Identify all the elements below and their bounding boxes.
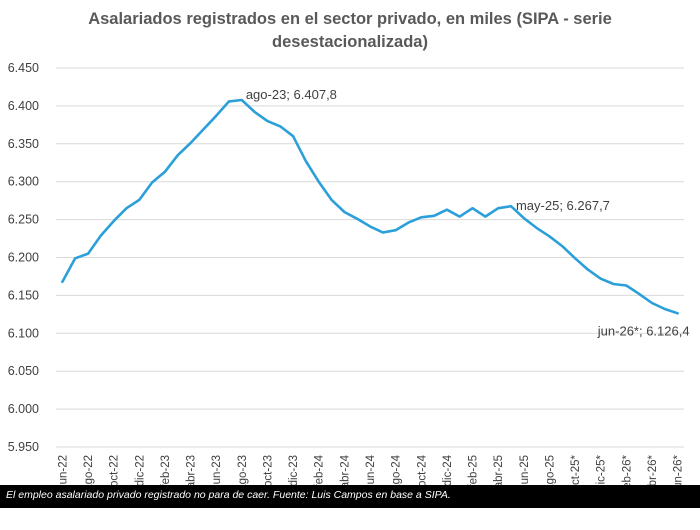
y-tick-label: 6.350 xyxy=(8,137,39,151)
series-layer xyxy=(61,98,679,315)
y-axis: 5.950 6.000 6.050 6.100 6.150 6.200 6.250 6.300… xyxy=(8,61,39,454)
x-tick-label: abr-23 xyxy=(186,455,198,485)
y-tick-label: 6.250 xyxy=(8,213,39,227)
y-tick-label: 6.150 xyxy=(8,288,39,302)
x-tick-label: feb-23 xyxy=(160,455,172,485)
y-tick-label: 6.100 xyxy=(8,326,39,340)
line-chart: Asalariados registrados en el sector pri… xyxy=(8,10,690,485)
y-tick-label: 6.300 xyxy=(8,175,39,189)
y-tick-label: 6.000 xyxy=(8,402,39,416)
x-tick-label: dic-24 xyxy=(442,454,454,485)
y-tick-label: 6.400 xyxy=(8,99,39,113)
chart-title-line-1: Asalariados registrados en el sector pri… xyxy=(88,10,612,28)
x-tick-label: jun-26* xyxy=(673,454,685,485)
x-tick-label: jun-24 xyxy=(365,454,377,485)
x-tick-label: abr-24 xyxy=(339,454,351,485)
caption-text: El empleo asalariado privado registrado … xyxy=(6,489,451,501)
x-tick-label: jun-22 xyxy=(57,455,69,485)
data-label: jun-26*; 6.126,4 xyxy=(597,323,690,338)
x-tick-label: abr-26* xyxy=(647,454,659,485)
chart-title: Asalariados registrados en el sector pri… xyxy=(88,10,612,51)
x-tick-label: oct-24 xyxy=(416,454,428,485)
data-label: may-25; 6.267,7 xyxy=(516,198,610,213)
data-label: ago-23; 6.407,8 xyxy=(246,87,337,102)
series-line xyxy=(61,98,679,315)
x-tick-label: abr-25 xyxy=(493,455,505,485)
y-tick-label: 6.050 xyxy=(8,364,39,378)
x-tick-label: ago-25 xyxy=(544,455,556,485)
chart-root: Asalariados registrados en el sector pri… xyxy=(0,10,700,508)
gridlines xyxy=(56,67,684,448)
x-axis: jun-22 ago-22 oct-22 dic-22 feb-23 abr-23 jun-… xyxy=(57,454,684,485)
x-tick-label: dic-25* xyxy=(596,454,608,485)
x-tick-label: dic-22 xyxy=(134,455,146,485)
x-tick-label: feb-24 xyxy=(314,454,326,485)
x-tick-label: oct-23 xyxy=(262,455,274,485)
chart-title-line-2: desestacionalizada) xyxy=(272,33,428,51)
x-tick-label: ago-22 xyxy=(83,455,95,485)
caption-bar: El empleo asalariado privado registrado … xyxy=(0,485,700,508)
y-tick-label: 6.200 xyxy=(8,251,39,265)
x-tick-label: oct-25* xyxy=(570,454,582,485)
y-tick-label: 5.950 xyxy=(8,440,39,454)
x-tick-label: oct-22 xyxy=(109,455,121,485)
x-tick-label: feb-25 xyxy=(468,455,480,485)
annotations: ago-23; 6.407,8 may-25; 6.267,7 jun-26*; 6… xyxy=(246,87,690,338)
x-tick-label: jun-23 xyxy=(211,455,223,485)
x-tick-label: dic-23 xyxy=(288,455,300,485)
x-tick-label: ago-23 xyxy=(237,455,249,485)
y-tick-label: 6.450 xyxy=(8,61,39,75)
x-tick-label: ago-24 xyxy=(391,454,403,485)
x-tick-label: feb-26* xyxy=(621,454,633,485)
x-tick-label: jun-25 xyxy=(519,455,531,485)
